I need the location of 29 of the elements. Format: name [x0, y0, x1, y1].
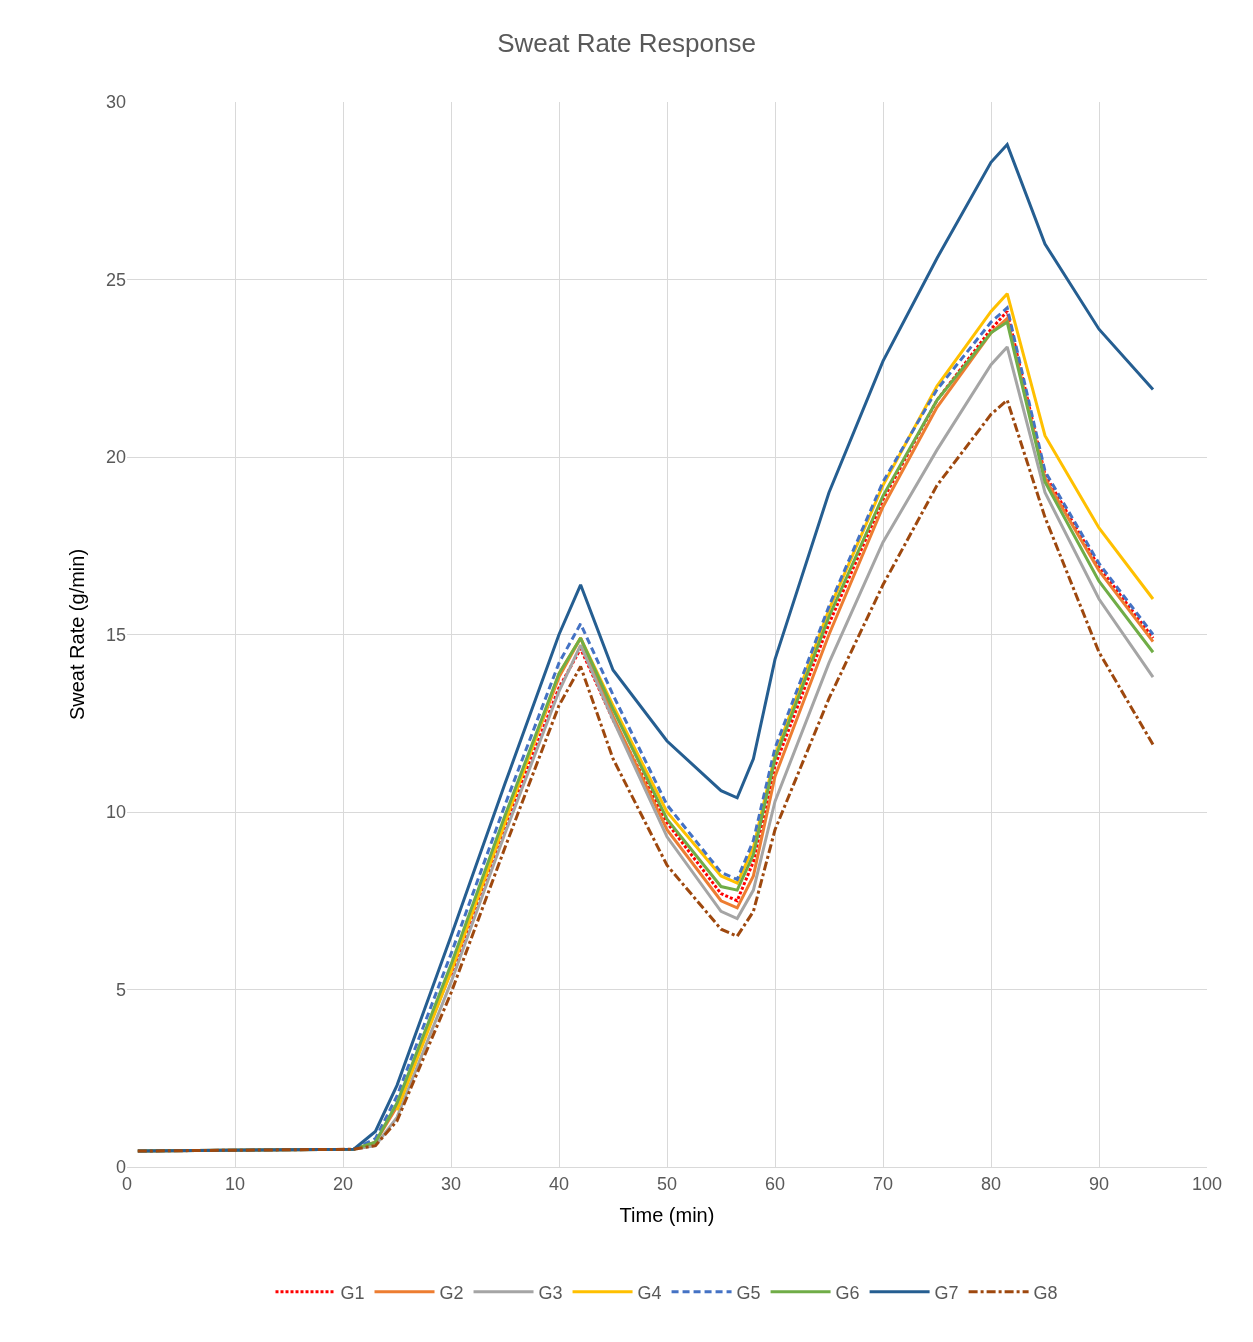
x-tick-label: 40 [548, 1173, 570, 1194]
y-axis-title: Sweat Rate (g/min) [66, 548, 89, 721]
legend-label: G2 [439, 1282, 464, 1303]
x-tick-label: 10 [224, 1173, 246, 1194]
y-tick-label: 5 [115, 979, 126, 1000]
legend-label: G6 [835, 1282, 860, 1303]
legend-label: G1 [340, 1282, 365, 1303]
x-tick-label: 60 [764, 1173, 786, 1194]
x-tick-label: 100 [1191, 1173, 1223, 1194]
x-tick-label: 80 [980, 1173, 1002, 1194]
x-tick-label: 50 [656, 1173, 678, 1194]
x-tick-label: 30 [440, 1173, 462, 1194]
line-series [449, 309, 1155, 977]
y-tick-label: 15 [105, 624, 126, 645]
legend-label: G8 [1033, 1282, 1058, 1303]
y-tick-label: 25 [105, 269, 126, 290]
y-tick-label: 20 [105, 447, 126, 468]
x-tick-label: 70 [872, 1173, 894, 1194]
x-axis-title: Time (min) [619, 1204, 715, 1227]
y-tick-label: 0 [115, 1157, 126, 1178]
x-tick-label: 20 [332, 1173, 354, 1194]
chart-title: Sweat Rate Response [497, 27, 756, 58]
legend-label: G4 [637, 1282, 662, 1303]
legend-label: G5 [736, 1282, 761, 1303]
legend-label: G7 [934, 1282, 959, 1303]
x-tick-label: 90 [1088, 1173, 1110, 1194]
y-tick-label: 10 [105, 802, 126, 823]
y-tick-label: 30 [105, 92, 126, 113]
legend-label: G3 [538, 1282, 563, 1303]
